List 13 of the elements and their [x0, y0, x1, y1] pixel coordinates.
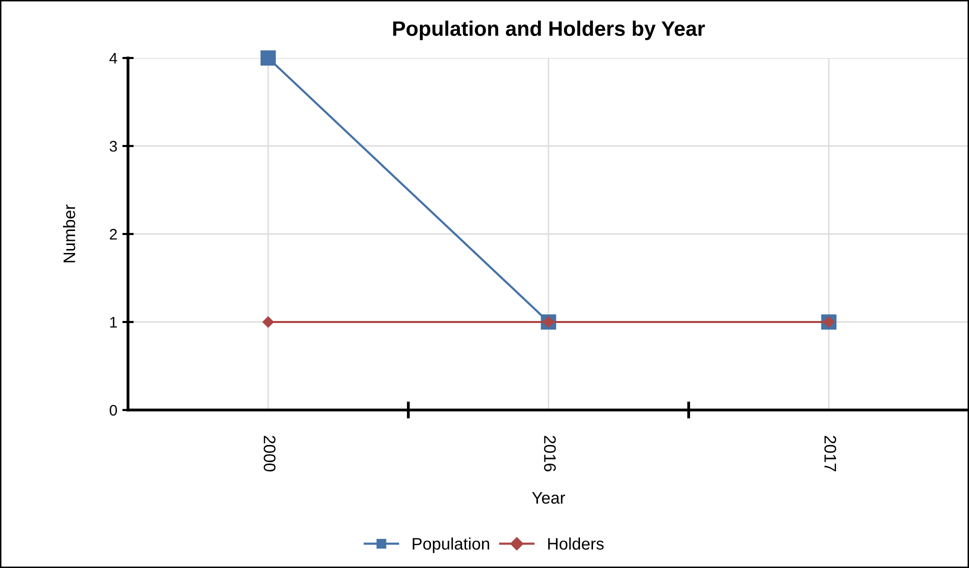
y-tick-label: 0	[110, 404, 117, 416]
chart-title: Population and Holders by Year	[393, 20, 705, 40]
x-tick-label: 2016	[544, 436, 556, 472]
y-axis-title: Number	[62, 204, 76, 262]
legend-label: Population	[412, 537, 490, 553]
x-tick-label: 2000	[264, 436, 276, 472]
y-tick-label: 4	[109, 53, 118, 64]
x-axis-title: Year	[532, 492, 566, 504]
y-tick-label: 3	[110, 140, 117, 152]
y-tick-label: 2	[110, 228, 117, 240]
x-tick-label: 2017	[824, 436, 836, 472]
y-tick-label: 1	[110, 317, 117, 328]
legend-label: Holders	[548, 537, 604, 550]
